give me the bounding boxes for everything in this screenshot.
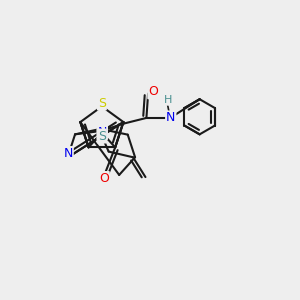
- Text: H: H: [164, 95, 172, 105]
- Text: N: N: [63, 147, 73, 160]
- Text: N: N: [166, 111, 176, 124]
- Text: S: S: [98, 130, 106, 142]
- Text: N: N: [98, 126, 107, 139]
- Text: O: O: [148, 85, 158, 98]
- Text: O: O: [99, 172, 109, 185]
- Text: S: S: [98, 97, 106, 110]
